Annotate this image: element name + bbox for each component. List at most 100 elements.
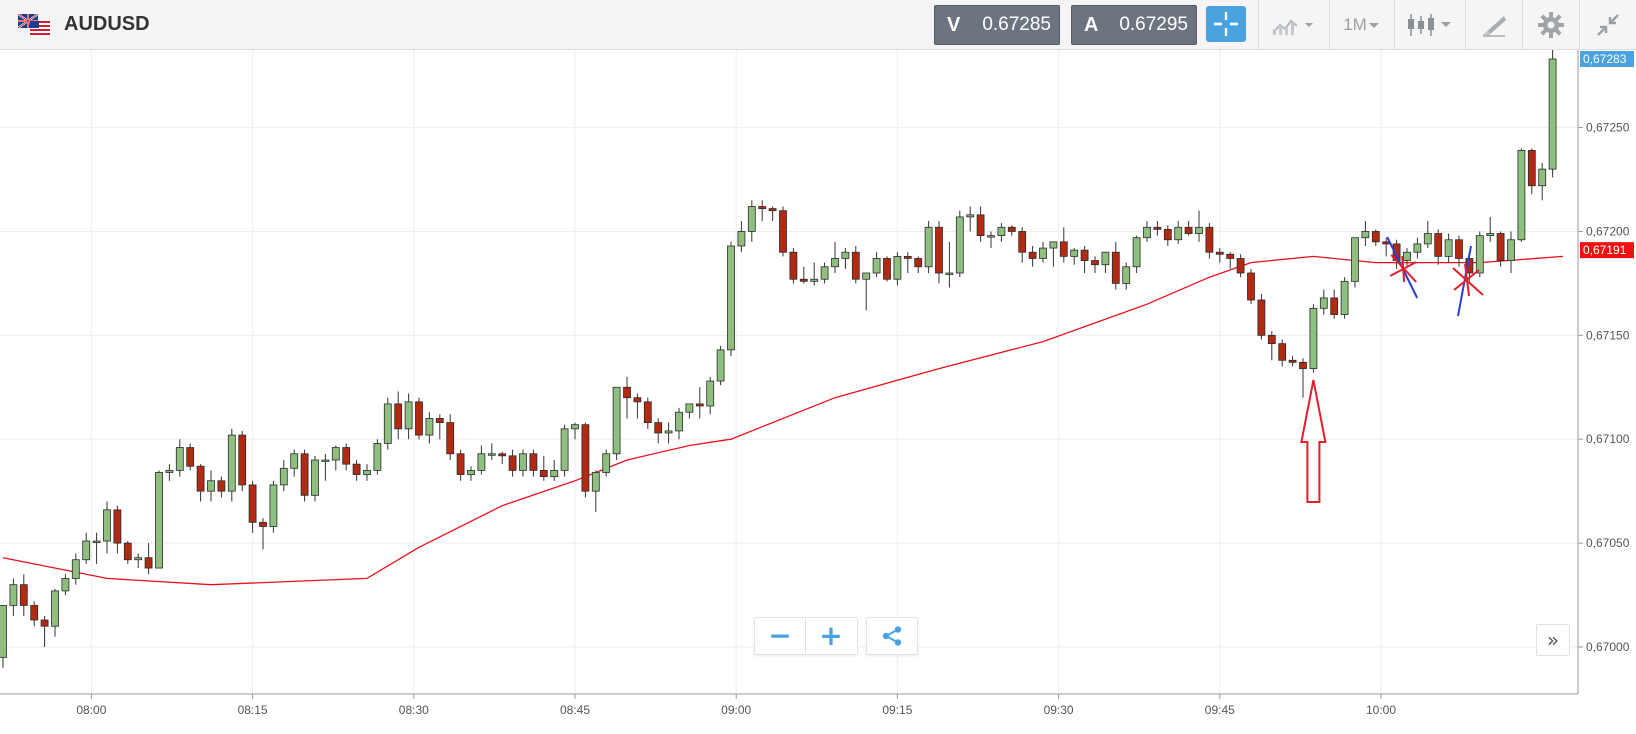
- bullish-candle: [1538, 168, 1547, 187]
- bearish-candle: [1330, 297, 1339, 315]
- bearish-candle: [113, 509, 122, 544]
- drawing-tools-icon: [1482, 16, 1506, 37]
- bearish-candle: [581, 424, 590, 492]
- bearish-candle: [352, 463, 361, 475]
- bullish-candle: [955, 216, 964, 274]
- x-tick-label: 08:00: [76, 703, 106, 717]
- moving-average-price-tag: 0,67191: [1583, 243, 1627, 257]
- bullish-candle: [207, 480, 215, 492]
- current-price-tag-bg: [1580, 51, 1634, 67]
- top-toolbar: AUDUSD V 0.67285 A 0.67295 1M: [0, 0, 1636, 50]
- bullish-candle: [747, 206, 756, 232]
- bearish-candle: [446, 422, 455, 455]
- bullish-candle: [1309, 307, 1318, 369]
- chart-type-button[interactable]: [1395, 0, 1465, 50]
- expand-panel-button[interactable]: »: [1536, 624, 1570, 656]
- indicators-button[interactable]: [1259, 0, 1329, 50]
- current-price-tag: 0,67283: [1583, 52, 1627, 66]
- bearish-candle: [1163, 228, 1172, 241]
- y-tick-label: 0,67250: [1586, 121, 1630, 135]
- bearish-candle: [435, 418, 444, 424]
- bearish-candle: [914, 258, 923, 268]
- bearish-candle: [1267, 334, 1276, 345]
- x-tick-label: 10:00: [1366, 703, 1396, 717]
- bullish-candle: [727, 245, 735, 351]
- bearish-candle: [259, 521, 267, 527]
- sell-price-button[interactable]: V 0.67285: [934, 5, 1060, 45]
- bearish-candle: [1153, 226, 1162, 230]
- bearish-candle: [1434, 233, 1443, 257]
- y-tick-label: 0,67050: [1586, 536, 1630, 550]
- bearish-candle: [1226, 253, 1235, 259]
- bullish-candle: [311, 459, 319, 496]
- x-tick-label: 08:45: [560, 703, 590, 717]
- bullish-candle: [1548, 58, 1557, 170]
- bearish-candle: [498, 453, 507, 457]
- bearish-candle: [768, 208, 777, 212]
- zoom-out-button[interactable]: −: [768, 619, 792, 652]
- bullish-candle: [664, 430, 673, 434]
- bearish-candle: [1059, 241, 1068, 257]
- bearish-candle: [883, 258, 891, 280]
- up-arrow-annotation: [1300, 379, 1327, 503]
- timeframe-dropdown[interactable]: 1M: [1330, 0, 1394, 50]
- moving-average-line: [2, 255, 1564, 586]
- collapse-icon: [1597, 14, 1619, 36]
- collapse-button[interactable]: [1580, 0, 1636, 50]
- bearish-candle: [779, 210, 787, 253]
- bullish-candle: [92, 540, 101, 543]
- bullish-candle: [675, 411, 683, 432]
- instrument-selector[interactable]: AUDUSD: [17, 13, 150, 36]
- y-tick-label: 0,67200: [1586, 224, 1630, 238]
- bullish-candle: [1361, 231, 1370, 239]
- x-mark-annotation: [1389, 254, 1417, 283]
- buy-price: 0.67295: [1119, 14, 1188, 35]
- bullish-candle: [862, 272, 871, 280]
- bullish-candle: [1195, 226, 1203, 234]
- bullish-candle: [893, 255, 902, 280]
- bullish-candle: [404, 401, 413, 430]
- drawing-tools-button[interactable]: [1466, 0, 1522, 50]
- sell-price: 0.67285: [982, 14, 1051, 35]
- bearish-candle: [539, 469, 548, 478]
- bullish-candle: [155, 472, 163, 569]
- crosshair-button[interactable]: [1206, 6, 1246, 42]
- bullish-candle: [831, 258, 839, 268]
- zoom-in-button[interactable]: +: [805, 618, 856, 654]
- bullish-candle: [103, 509, 111, 542]
- bearish-candle: [217, 480, 226, 492]
- bullish-candle: [1423, 233, 1432, 245]
- settings-button[interactable]: [1523, 0, 1579, 50]
- bullish-candle: [383, 403, 392, 444]
- buy-price-button[interactable]: A 0.67295: [1071, 5, 1197, 45]
- bullish-candle: [945, 272, 954, 275]
- share-button[interactable]: [866, 617, 918, 655]
- candlestick-chart[interactable]: 0,67250 0,67200 0,67150 0,67100 0,67050 0,670…: [0, 48, 1636, 729]
- bearish-candle: [1236, 258, 1245, 274]
- bullish-candle: [477, 453, 486, 471]
- bearish-candle: [758, 206, 767, 209]
- bullish-candle: [1039, 247, 1047, 259]
- moving-average-price-tag-bg: [1580, 242, 1634, 259]
- bullish-candle: [550, 469, 559, 478]
- bullish-candle: [1351, 237, 1359, 282]
- crosshair-icon: [1214, 12, 1238, 36]
- bearish-candle: [1496, 233, 1505, 261]
- bullish-candle: [0, 605, 7, 658]
- bullish-candle: [1517, 150, 1526, 241]
- bullish-candle: [1340, 280, 1349, 315]
- bullish-candle: [61, 578, 70, 592]
- bearish-candle: [1111, 251, 1120, 284]
- x-mark-annotation: [1452, 263, 1484, 297]
- bullish-candle: [1486, 233, 1495, 237]
- x-tick-label: 08:30: [399, 703, 429, 717]
- bearish-candle: [1091, 260, 1099, 266]
- bearish-candle: [1257, 299, 1266, 336]
- bullish-candle: [269, 484, 278, 527]
- bearish-candle: [1215, 251, 1224, 255]
- price-chart[interactable]: 0,67250 0,67200 0,67150 0,67100 0,67050 0,670…: [0, 48, 1636, 729]
- bearish-candle: [1205, 226, 1214, 253]
- bullish-candle: [1444, 239, 1453, 257]
- bearish-candle: [248, 484, 257, 523]
- bearish-candle: [238, 434, 247, 486]
